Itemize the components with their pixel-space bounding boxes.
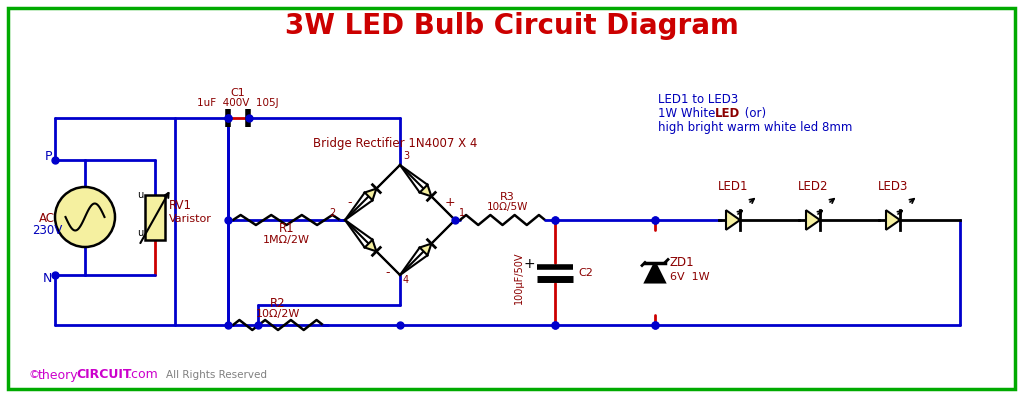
Polygon shape [420, 185, 431, 196]
Text: C2: C2 [578, 267, 593, 277]
Text: (or): (or) [741, 107, 766, 120]
Text: All Rights Reserved: All Rights Reserved [166, 370, 267, 380]
Text: -: - [348, 196, 352, 209]
Polygon shape [645, 263, 665, 283]
Text: LED: LED [715, 107, 740, 120]
Bar [145, 195, 165, 240]
Text: N: N [43, 273, 52, 285]
Text: R1: R1 [279, 222, 294, 235]
Text: R3: R3 [500, 192, 515, 202]
Text: 10Ω/2W: 10Ω/2W [256, 309, 300, 319]
Text: +: + [444, 196, 456, 209]
Text: ZD1: ZD1 [670, 256, 694, 269]
Text: AC: AC [39, 212, 55, 225]
Text: C1: C1 [230, 88, 246, 98]
Text: LED1: LED1 [718, 180, 749, 193]
Polygon shape [365, 189, 377, 200]
Polygon shape [365, 240, 377, 252]
Polygon shape [726, 210, 740, 230]
Text: u: u [137, 189, 143, 199]
Text: CIRCUIT: CIRCUIT [76, 369, 131, 382]
Text: Bridge Rectifier 1N4007 X 4: Bridge Rectifier 1N4007 X 4 [312, 137, 477, 150]
Text: ©: © [28, 370, 39, 380]
Text: u: u [137, 228, 143, 238]
Text: 230V: 230V [32, 224, 62, 237]
Text: high bright warm white led 8mm: high bright warm white led 8mm [658, 121, 852, 134]
Text: 10Ω/5W: 10Ω/5W [486, 202, 528, 212]
Text: theory: theory [38, 369, 79, 382]
Text: 1W White: 1W White [658, 107, 719, 120]
Polygon shape [886, 210, 900, 230]
Text: 3: 3 [403, 151, 410, 161]
Text: 100μF/50V: 100μF/50V [514, 251, 524, 304]
Text: 1uF  400V  105J: 1uF 400V 105J [198, 98, 279, 108]
Text: LED2: LED2 [798, 180, 828, 193]
Text: LED1 to LED3: LED1 to LED3 [658, 93, 738, 106]
Text: P: P [44, 150, 52, 162]
Text: RV1: RV1 [169, 199, 193, 212]
Text: 1MΩ/2W: 1MΩ/2W [263, 235, 310, 245]
Polygon shape [420, 244, 431, 255]
Text: LED3: LED3 [878, 180, 908, 193]
Text: -: - [386, 266, 390, 279]
Polygon shape [806, 210, 820, 230]
Text: R2: R2 [270, 297, 286, 310]
Text: 3W LED Bulb Circuit Diagram: 3W LED Bulb Circuit Diagram [285, 12, 739, 40]
Text: +: + [523, 258, 535, 271]
Circle shape [55, 187, 115, 247]
Text: 6V  1W: 6V 1W [670, 273, 710, 283]
Text: 2: 2 [329, 208, 335, 218]
Text: .com: .com [128, 369, 159, 382]
Text: 1: 1 [459, 208, 465, 218]
Text: 4: 4 [403, 275, 410, 285]
Text: Varistor: Varistor [169, 214, 212, 224]
